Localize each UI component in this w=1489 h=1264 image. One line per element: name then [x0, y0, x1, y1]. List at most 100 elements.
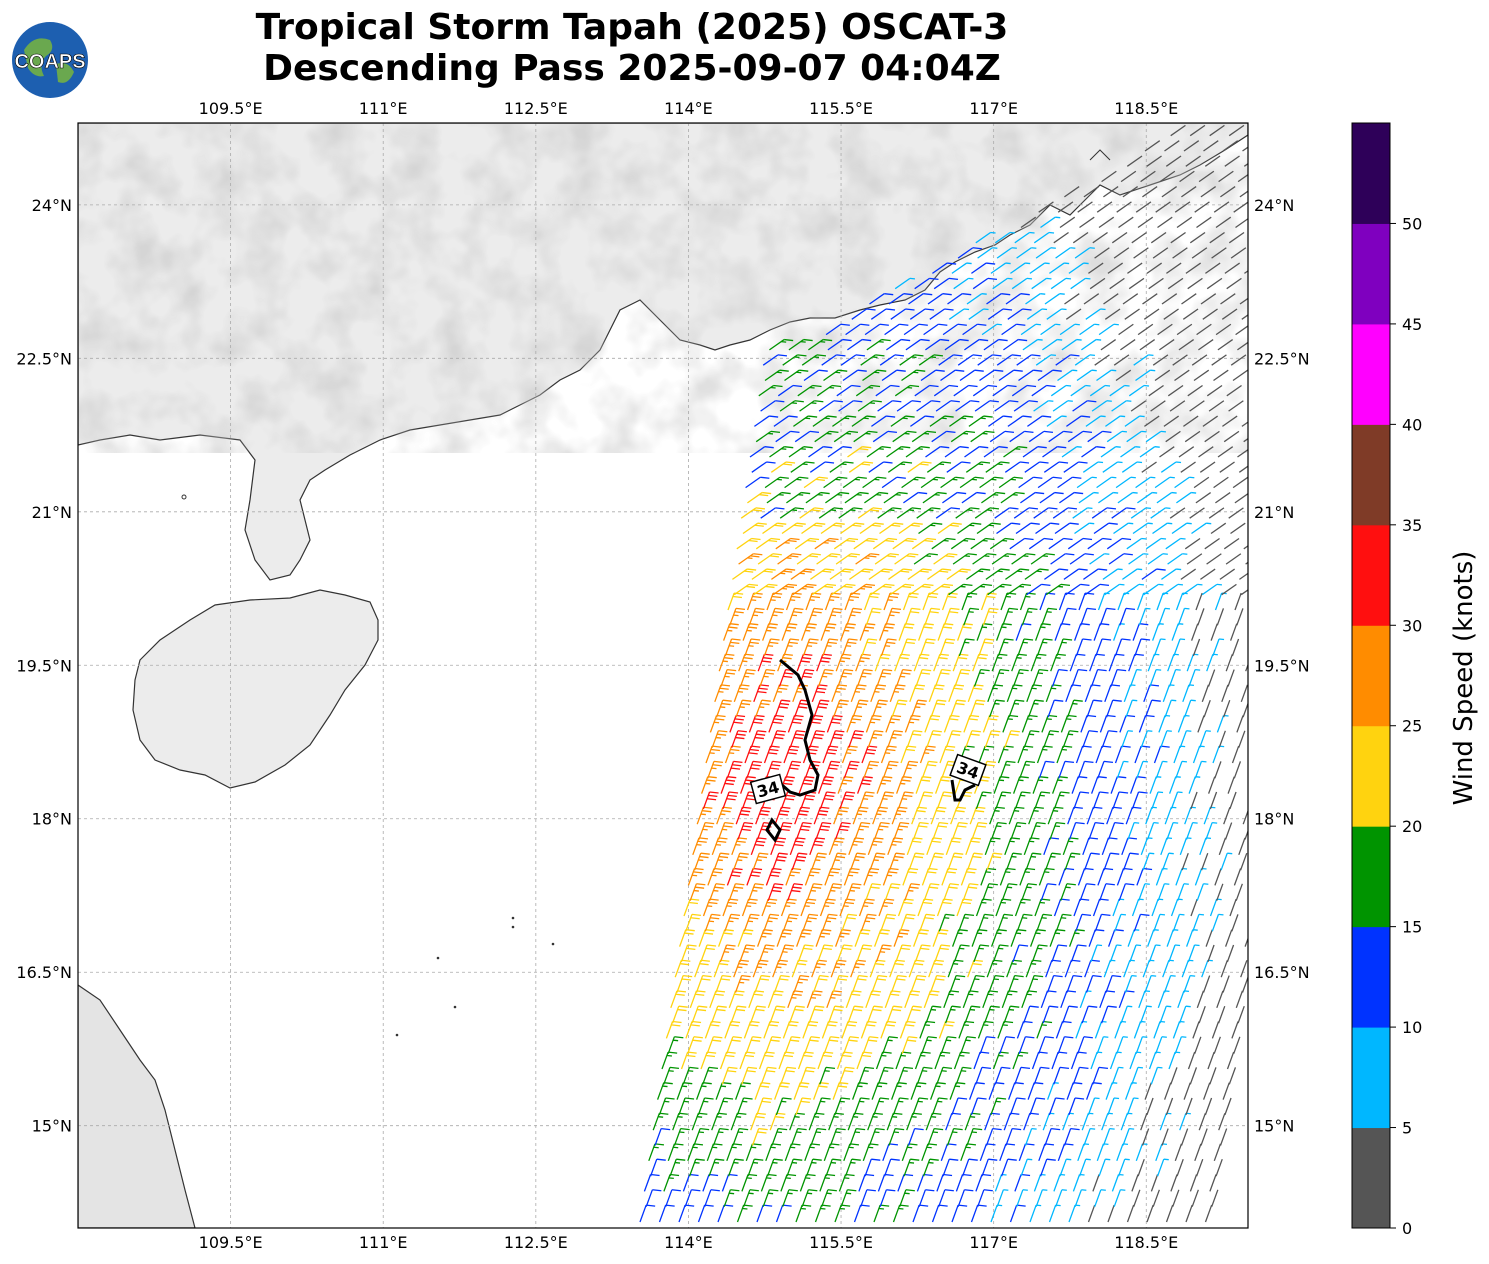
wind-barb — [929, 1082, 946, 1100]
wind-barb — [1200, 852, 1209, 871]
wind-barb — [695, 974, 712, 993]
colorbar-tick: 40 — [1402, 415, 1422, 434]
wind-barb — [1066, 974, 1083, 993]
wind-barb — [911, 806, 927, 825]
wind-barb — [767, 883, 784, 901]
wind-barb — [921, 1036, 937, 1054]
wind-barb — [982, 883, 998, 901]
wind-barb — [1028, 806, 1044, 825]
wind-barb — [1049, 929, 1066, 947]
wind-barb — [1229, 898, 1237, 917]
wind-barb — [654, 1127, 671, 1146]
wind-barb — [910, 1082, 927, 1100]
wind-barb — [864, 1158, 881, 1177]
wind-barb — [892, 1097, 909, 1116]
lon-tick-top: 117°E — [969, 99, 1018, 118]
wind-barb — [907, 1127, 924, 1146]
wind-barb — [1006, 959, 1022, 978]
wind-barb — [824, 867, 841, 886]
wind-barb — [1165, 1204, 1174, 1223]
wind-barb — [1150, 1174, 1159, 1192]
wind-barb — [1009, 1097, 1026, 1116]
wind-barb — [1018, 1143, 1035, 1162]
wind-barb — [1187, 1051, 1196, 1070]
colorbar-segment — [1352, 625, 1390, 727]
wind-barb — [813, 806, 830, 825]
wind-barb — [905, 1005, 922, 1024]
wind-barb — [748, 883, 764, 901]
wind-barb — [1183, 1082, 1191, 1100]
wind-barb — [1146, 1097, 1154, 1116]
wind-barb — [1107, 1204, 1115, 1223]
wind-barb — [1068, 929, 1085, 947]
wind-barb — [1153, 913, 1166, 932]
wind-barb — [882, 1036, 898, 1054]
wind-barb — [908, 959, 925, 978]
wind-barb — [844, 1158, 861, 1177]
lat-tick-left: 15°N — [32, 1117, 72, 1136]
colorbar-segment — [1352, 323, 1390, 425]
lon-tick-bottom: 115.5°E — [809, 1233, 873, 1252]
wind-barb — [928, 959, 944, 978]
wind-barb — [883, 1158, 900, 1177]
wind-barb — [1166, 821, 1179, 840]
wind-barb — [929, 974, 946, 993]
wind-barb — [927, 852, 944, 871]
wind-barb — [1038, 867, 1055, 886]
wind-barb — [1226, 944, 1235, 963]
wind-barb — [678, 1204, 695, 1223]
wind-barb — [849, 852, 866, 871]
wind-barb — [834, 1097, 851, 1116]
wind-barb — [912, 821, 929, 840]
wind-barb — [1231, 914, 1239, 932]
wind-barb — [755, 806, 771, 825]
wind-barb — [1237, 1005, 1245, 1024]
wind-barb — [854, 929, 871, 947]
wind-barb — [736, 1204, 753, 1223]
lat-tick-left: 16.5°N — [16, 963, 72, 982]
wind-barb — [765, 1143, 782, 1162]
wind-barb — [1111, 1066, 1124, 1085]
wind-barb — [1185, 1204, 1193, 1223]
lat-tick-right: 16.5°N — [1254, 963, 1310, 982]
wind-barb — [812, 1082, 829, 1100]
wind-barb — [882, 867, 899, 886]
wind-barb — [995, 898, 1012, 917]
colorbar-segment — [1352, 424, 1390, 526]
wind-barb — [930, 806, 947, 825]
wind-barb — [747, 1158, 764, 1177]
wind-barb — [1092, 1174, 1100, 1192]
wind-barb — [1218, 837, 1227, 856]
wind-barb — [1217, 1005, 1226, 1024]
wind-barb — [1120, 1005, 1133, 1024]
wind-barb — [810, 1127, 827, 1146]
wind-barb — [1027, 974, 1044, 993]
wind-barb — [1156, 1158, 1169, 1177]
wind-barb — [1075, 913, 1092, 932]
lat-tick-right: 22.5°N — [1254, 349, 1310, 368]
wind-barb — [984, 1112, 1000, 1131]
wind-barb — [693, 852, 710, 871]
wind-barb — [880, 913, 897, 932]
wind-barb — [808, 1005, 825, 1024]
wind-barb — [1215, 1158, 1223, 1177]
wind-barb — [787, 990, 804, 1009]
wind-barb — [858, 791, 875, 810]
wind-barb — [1216, 883, 1224, 901]
gridlines — [78, 123, 1248, 1228]
wind-barb — [819, 1173, 836, 1192]
wind-barb — [1044, 1127, 1061, 1146]
wind-barb — [756, 1097, 773, 1116]
wind-barb — [1016, 913, 1033, 932]
wind-barb — [1136, 867, 1153, 886]
wind-barb — [871, 1082, 888, 1100]
wind-barb — [752, 959, 769, 978]
wind-barb — [830, 959, 847, 978]
wind-barb — [1053, 1066, 1070, 1085]
wind-barb — [858, 1173, 875, 1192]
wind-barb — [712, 1127, 729, 1146]
wind-barb — [1055, 1020, 1072, 1039]
wind-barb — [1003, 1112, 1020, 1131]
lon-tick-bottom: 112.5°E — [504, 1233, 568, 1252]
wind-barb — [985, 1127, 1002, 1146]
